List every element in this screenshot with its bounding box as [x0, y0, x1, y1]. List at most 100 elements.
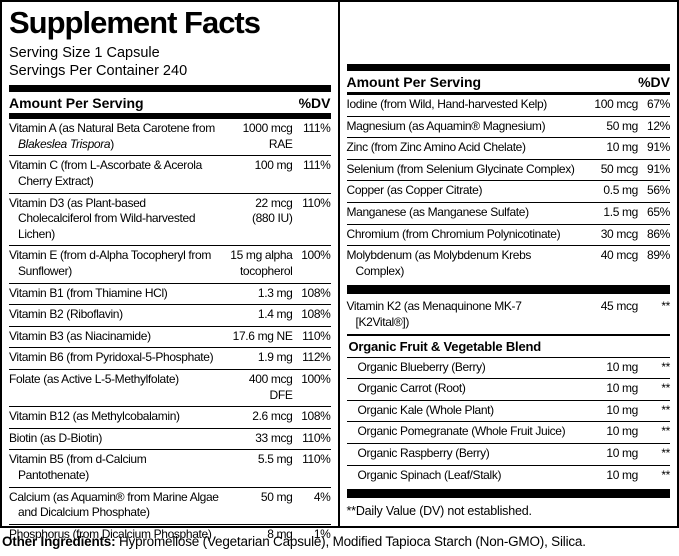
nutrient-dv: **: [661, 424, 670, 439]
nutrient-name: Vitamin D3 (as Plant-based Cholecalcifer…: [9, 195, 196, 241]
nutrient-row: Calcium (as Aquamin® from Marine Algae a…: [9, 486, 331, 524]
nutrient-row: Vitamin B3 (as Niacinamide) 17.6 mg NE 110…: [9, 325, 331, 348]
nutrient-dv: 111%: [302, 121, 331, 136]
nutrient-name: Iodine (from Wild, Hand-harvested Kelp): [346, 97, 548, 111]
nutrient-amount: 50 mcg: [600, 161, 639, 176]
nutrient-row: Organic Spinach (Leaf/Stalk) 10 mg **: [346, 464, 670, 487]
nutrient-row: Chromium (from Chromium Polynicotinate) 3…: [346, 223, 670, 246]
left-column: Supplement Facts Serving Size 1 Capsule …: [2, 2, 340, 541]
nutrient-name: Phosphorus (from Dicalcium Phosphate): [9, 526, 212, 541]
nutrient-amount: 8 mg: [267, 526, 293, 541]
nutrient-amount: 30 mcg: [600, 226, 639, 241]
nutrient-row: Vitamin B5 (from d-Calcium Pantothenate)…: [9, 449, 331, 486]
nutrient-amount: 1.3 mg: [257, 285, 293, 300]
nutrient-row: Organic Blueberry (Berry) 10 mg **: [347, 358, 671, 379]
nutrient-name: Vitamin A (as Natural Beta Carotene from…: [9, 121, 223, 152]
serving-size: Serving Size 1 Capsule: [9, 44, 160, 61]
nutrient-row: Organic Kale (Whole Plant) 10 mg **: [346, 399, 670, 422]
nutrient-row: Vitamin K2 (as Menaquinone MK-7 [K2Vital…: [347, 297, 671, 333]
nutrient-dv: 1%: [313, 526, 331, 541]
dv-header: %DV: [298, 95, 331, 112]
nutrient-amount: 10 mg: [606, 467, 638, 482]
nutrient-dv: 56%: [647, 183, 670, 198]
thick-rule: [346, 489, 670, 499]
nutrient-name: Vitamin B5 (from d-Calcium Pantothenate): [9, 452, 147, 482]
nutrient-name: Organic Kale (Whole Plant): [357, 402, 495, 417]
nutrient-amount: 33 mcg: [255, 430, 293, 445]
nutrient-amount: 1.5 mg: [603, 204, 638, 219]
nutrient-amount: 100 mg: [254, 158, 293, 173]
nutrient-amount: 10 mg: [606, 140, 638, 155]
nutrient-dv: 67%: [647, 97, 670, 111]
nutrient-dv: **: [661, 467, 670, 482]
nutrient-name-italic: Blakeslea Trispora: [18, 136, 111, 151]
nutrient-amount: 1.9 mg: [257, 350, 293, 365]
thick-rule: [9, 85, 331, 93]
nutrient-amount: 50 mg: [606, 118, 638, 133]
right-column-header: Amount Per Serving %DV: [347, 71, 671, 92]
nutrient-row: Vitamin A (as Natural Beta Carotene from…: [9, 119, 331, 155]
nutrient-name: Vitamin B12 (as Methylcobalamin): [9, 409, 180, 424]
right-column: Amount Per Serving %DV Iodine (from Wild…: [340, 2, 678, 526]
other-ingredients-label: Other Ingredients:: [2, 534, 116, 549]
nutrient-dv: 108%: [301, 409, 331, 424]
nutrient-amount: 45 mcg: [600, 299, 639, 314]
left-nutrient-rows: Vitamin A (as Natural Beta Carotene from…: [9, 119, 331, 545]
nutrient-row: Vitamin B12 (as Methylcobalamin) 2.6 mcg 1…: [9, 406, 331, 428]
nutrient-name: Biotin (as D-Biotin): [9, 430, 103, 445]
nutrient-name: Organic Raspberry (Berry): [357, 445, 490, 460]
nutrient-row: Folate (as Active L-5-Methylfolate) 400 m…: [9, 368, 331, 406]
nutrient-row: Vitamin C (from L-Ascorbate & Acerola Ch…: [9, 155, 331, 192]
nutrient-row: Vitamin B2 (Riboflavin) 1.4 mg 108%: [9, 304, 331, 326]
nutrient-row: Molybdenum (as Molybdenum Krebs Complex)…: [346, 245, 670, 282]
nutrient-name: Vitamin C (from L-Ascorbate & Acerola Ch…: [9, 158, 202, 189]
daily-value-footnote: **Daily Value (DV) not established.: [346, 504, 532, 519]
nutrient-amount: 100 mcg: [594, 97, 638, 111]
thick-rule: [346, 64, 670, 71]
nutrient-name: Vitamin B6 (from Pyridoxal-5-Phosphate): [9, 350, 214, 365]
servings-per-container: Servings Per Container 240: [9, 63, 188, 80]
nutrient-dv: 4%: [313, 489, 331, 504]
nutrient-amount: 1.4 mg: [257, 307, 293, 322]
thin-rule: [346, 92, 670, 95]
nutrient-name: Organic Pomegranate (Whole Fruit Juice): [357, 424, 566, 439]
nutrient-name: Copper (as Copper Citrate): [346, 183, 483, 198]
nutrient-amount: 5.5 mg: [257, 452, 293, 467]
nutrient-row: Selenium (from Selenium Glycinate Comple…: [346, 158, 670, 181]
nutrient-name: Calcium (as Aquamin® from Marine Algae a…: [9, 489, 219, 520]
nutrient-row: Organic Pomegranate (Whole Fruit Juice) 1…: [346, 421, 670, 443]
nutrient-row: Magnesium (as Aquamin® Magnesium) 50 mg 12…: [346, 115, 670, 138]
nutrient-name-part: ): [110, 136, 114, 151]
nutrient-amount: 0.5 mg: [603, 183, 638, 198]
panel-title: Supplement Facts: [9, 5, 261, 40]
dv-header: %DV: [638, 74, 670, 90]
thick-rule: [9, 113, 331, 120]
supplement-facts-panel: Supplement Facts Serving Size 1 Capsule …: [0, 0, 679, 541]
amount-per-serving-header: Amount Per Serving: [346, 74, 482, 90]
nutrient-name: Vitamin B2 (Riboflavin): [9, 307, 123, 322]
nutrient-row: Organic Raspberry (Berry) 10 mg **: [346, 442, 670, 465]
nutrient-name: Molybdenum (as Molybdenum Krebs Complex): [346, 248, 532, 278]
nutrient-amount: 15 mg alpha tocopherol: [230, 248, 293, 278]
nutrient-name: Organic Carrot (Root): [357, 381, 466, 396]
nutrient-dv: 100%: [301, 248, 331, 263]
thick-rule: [346, 285, 670, 295]
nutrient-name: Manganese (as Manganese Sulfate): [346, 204, 530, 219]
nutrient-name: Magnesium (as Aquamin® Magnesium): [346, 118, 546, 133]
nutrient-dv: **: [661, 381, 670, 396]
nutrient-name: Vitamin B1 (from Thiamine HCl): [9, 285, 168, 300]
nutrient-amount: 40 mcg: [600, 248, 639, 263]
spacer: [347, 2, 671, 64]
nutrient-row: Copper (as Copper Citrate) 0.5 mg 56%: [346, 180, 670, 202]
nutrient-dv: 91%: [647, 161, 670, 176]
nutrient-amount: 2.6 mcg: [252, 409, 293, 424]
nutrient-dv: 112%: [302, 350, 331, 365]
nutrient-amount: 22 mcg (880 IU): [251, 195, 293, 226]
other-ingredients-text: Hypromellose (Vegetarian Capsule), Modif…: [115, 534, 586, 549]
nutrient-dv: **: [661, 402, 670, 417]
nutrient-name: Organic Blueberry (Berry): [357, 359, 486, 374]
nutrient-name: Selenium (from Selenium Glycinate Comple…: [346, 161, 575, 176]
nutrient-amount: 17.6 mg NE: [232, 328, 293, 343]
other-ingredients: Other Ingredients: Hypromellose (Vegetar…: [0, 528, 679, 549]
nutrient-name: Vitamin K2 (as Menaquinone MK-7 [K2Vital…: [346, 299, 522, 329]
